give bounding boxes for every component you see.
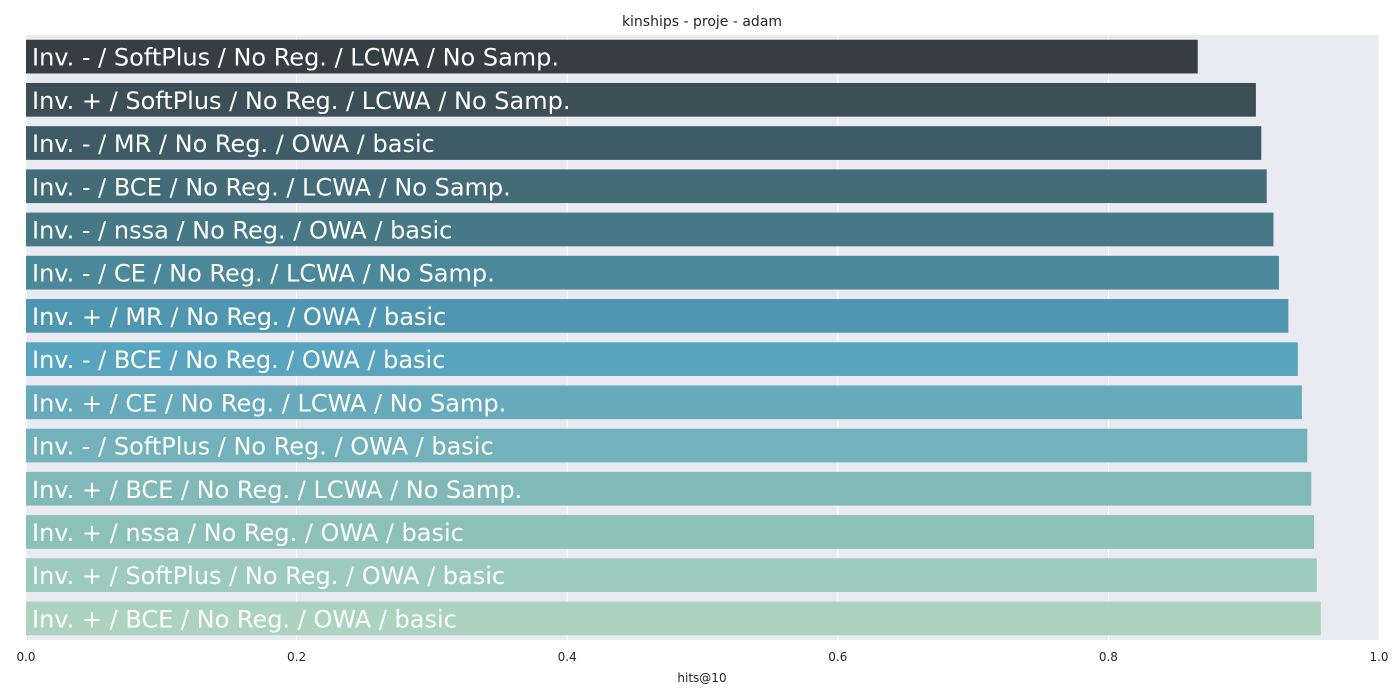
x-ticks: 0.0 0.2 0.4 0.6 0.8 1.0 — [16, 650, 1388, 664]
bar-label-4: Inv. - / nssa / No Reg. / OWA / basic — [32, 216, 452, 244]
bar-label-13: Inv. + / BCE / No Reg. / OWA / basic — [32, 605, 457, 633]
bar-6 — [26, 299, 1289, 333]
bar-5 — [26, 255, 1279, 290]
x-tick-label-3: 0.6 — [828, 650, 847, 664]
bar-label-8: Inv. + / CE / No Reg. / LCWA / No Samp. — [32, 389, 506, 417]
bar-label-0: Inv. - / SoftPlus / No Reg. / LCWA / No … — [32, 44, 559, 72]
bar-0 — [26, 39, 1198, 74]
bar-1 — [26, 82, 1256, 117]
x-tick-label-5: 1.0 — [1369, 650, 1388, 664]
bar-11 — [26, 515, 1315, 549]
x-tick-label-1: 0.2 — [287, 650, 306, 664]
bar-label-3: Inv. - / BCE / No Reg. / LCWA / No Samp. — [32, 173, 511, 201]
chart-title: kinships - proje - adam — [622, 14, 782, 30]
bar-3 — [26, 169, 1267, 204]
bar-label-2: Inv. - / MR / No Reg. / OWA / basic — [32, 130, 435, 158]
bar-label-5: Inv. - / CE / No Reg. / LCWA / No Samp. — [32, 260, 495, 288]
bar-9 — [26, 428, 1308, 463]
bar-label-7: Inv. - / BCE / No Reg. / OWA / basic — [32, 346, 445, 374]
bar-label-1: Inv. + / SoftPlus / No Reg. / LCWA / No … — [32, 87, 571, 115]
bar-2 — [26, 126, 1262, 160]
bar-4 — [26, 212, 1274, 247]
x-tick-label-2: 0.4 — [558, 650, 577, 664]
plot-background — [26, 35, 1379, 640]
bar-13 — [26, 601, 1321, 636]
bar-10 — [26, 471, 1312, 506]
x-tick-label-0: 0.0 — [16, 650, 35, 664]
bar-label-10: Inv. + / BCE / No Reg. / LCWA / No Samp. — [32, 476, 522, 504]
x-axis-label: hits@10 — [677, 671, 726, 685]
bar-label-6: Inv. + / MR / No Reg. / OWA / basic — [32, 303, 446, 331]
bar-label-11: Inv. + / nssa / No Reg. / OWA / basic — [32, 519, 464, 547]
bars: Inv. - / SoftPlus / No Reg. / LCWA / No … — [26, 39, 1321, 636]
bar-12 — [26, 558, 1317, 593]
x-tick-label-4: 0.8 — [1099, 650, 1118, 664]
bar-label-12: Inv. + / SoftPlus / No Reg. / OWA / basi… — [32, 562, 505, 590]
bar-7 — [26, 342, 1298, 376]
bar-label-9: Inv. - / SoftPlus / No Reg. / OWA / basi… — [32, 433, 494, 461]
bar-8 — [26, 385, 1302, 420]
